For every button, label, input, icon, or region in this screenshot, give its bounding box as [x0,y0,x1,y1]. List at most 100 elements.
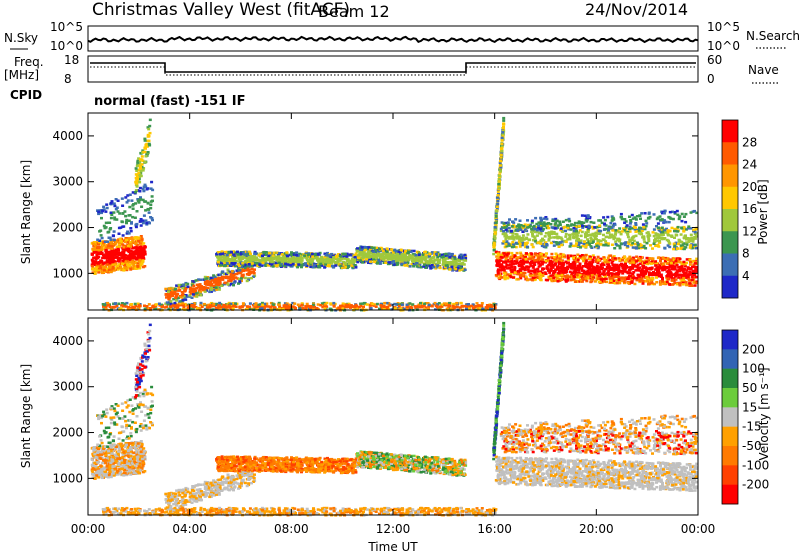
power-cell [520,265,524,268]
power-cell [692,265,696,269]
power-cell [248,250,251,254]
power-cell [120,256,124,260]
power-cell [247,273,251,276]
power-cell [428,252,432,256]
power-cell [588,255,592,259]
power-cell [103,226,107,230]
power-cell [411,259,414,263]
power-cell [575,266,579,270]
power-cell [533,259,537,262]
power-cell [602,278,606,281]
power-cell [136,198,140,201]
power-cell [570,275,574,278]
power-cell [494,211,498,215]
power-cell [500,145,504,148]
power-cell [309,305,313,308]
power-cell [96,261,99,264]
power-cell [105,260,109,263]
power-cell [420,261,424,264]
power-cell [492,249,496,252]
power-cell [548,271,552,274]
power-cell [131,191,135,194]
power-cell [180,293,184,297]
power-cell [141,256,145,259]
power-cell [393,302,397,306]
power-cell [199,303,203,307]
power-cell [617,271,621,274]
power-cell [206,283,210,287]
power-cell [554,262,557,266]
power-cell [499,170,502,173]
power-cell [499,153,503,157]
power-cell [385,305,389,309]
power-cell [286,258,290,261]
power-cell [674,278,678,281]
power-cell [141,149,145,152]
power-cell [376,261,380,264]
power-cell [419,266,423,269]
power-cell [429,261,433,264]
freq-line [90,62,696,73]
power-cell [98,209,102,212]
power-cell [132,261,136,265]
power-cell [562,271,565,274]
power-cell [384,255,388,258]
power-cell [154,303,158,306]
power-cell [537,262,541,265]
power-cell [656,271,660,275]
power-cell [246,250,250,254]
power-cell [238,280,242,283]
power-cell [134,304,138,308]
power-cell [635,260,639,263]
power-cell [395,257,399,260]
power-cell [94,243,97,247]
power-cell [597,268,601,272]
power-cell [684,276,688,279]
power-cell [427,307,430,311]
power-cell [362,250,366,253]
nave-tick-high: 60 [707,53,722,67]
power-cell [424,256,428,259]
power-heatmap [90,116,699,312]
power-cell [320,302,324,305]
power-cell [128,214,132,217]
power-cell [447,252,451,255]
power-cell [464,256,468,260]
power-cell [320,261,324,264]
power-cell [580,280,584,283]
power-cell [194,292,198,295]
power-cell [318,266,322,269]
power-cell [92,251,96,254]
power-cell [538,258,542,261]
power-cell [582,272,586,276]
power-cell [100,216,103,220]
power-cell [505,267,509,270]
power-cell [147,303,151,306]
power-cell [404,254,408,258]
power-cell [422,257,426,261]
power-cell [311,266,315,269]
date-title: 24/Nov/2014 [585,0,688,19]
power-cell [365,246,369,249]
power-cell [349,306,352,309]
power-cell [173,290,177,294]
power-cell [449,307,453,311]
power-cell [121,234,125,237]
power-cell [536,267,540,271]
power-cell [225,256,229,259]
power-cell [109,256,113,260]
power-cell [406,255,410,259]
power-cell [115,218,119,221]
power-cell [128,240,132,244]
power-cell [541,274,545,277]
power-cell [519,276,523,280]
power-cell [230,262,234,265]
power-cell [305,256,309,259]
power-cell [611,258,615,261]
power-cell [394,250,398,253]
power-cell [254,262,258,265]
power-cell [228,261,231,264]
power-cell [353,260,357,263]
power-cell [149,206,153,210]
nsky-line [87,35,699,44]
